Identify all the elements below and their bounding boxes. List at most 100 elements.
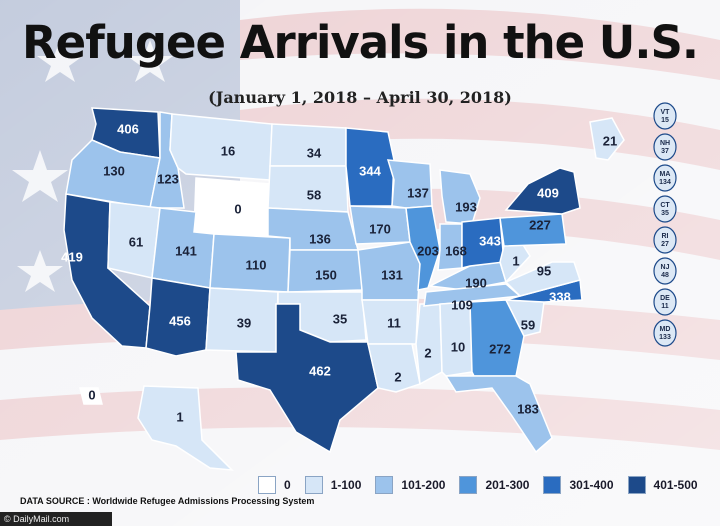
state-value-ga: 272 [489, 341, 511, 356]
ne-value: 134 [659, 179, 671, 186]
legend-item: 1-100 [304, 476, 362, 494]
state-value-wv: 1 [512, 253, 519, 268]
state-value-ny: 409 [537, 185, 559, 200]
ne-abbr: NH [660, 140, 670, 147]
state-value-wa: 406 [117, 121, 139, 136]
state-value-ks: 150 [315, 267, 337, 282]
ne-value: 48 [661, 272, 669, 279]
legend-label: 101-200 [401, 478, 446, 492]
state-value-az: 456 [169, 313, 191, 328]
legend-swatch [375, 476, 394, 494]
state-wv [499, 239, 531, 284]
ne-abbr: MA [660, 171, 671, 178]
labels-layer: 4061304191236116014145611039345813615035… [61, 121, 617, 424]
state-value-mt: 16 [221, 143, 235, 158]
legend-label: 401-500 [653, 478, 698, 492]
state-value-al: 10 [451, 339, 465, 354]
legend-swatch [543, 476, 562, 494]
state-value-hi: 0 [88, 387, 95, 402]
state-ny [504, 167, 581, 215]
legend-item: 301-400 [543, 476, 614, 494]
ne-value: 27 [661, 241, 669, 248]
ne-oval [653, 164, 677, 192]
state-value-nm: 39 [237, 315, 251, 330]
state-value-ak: 1 [176, 409, 183, 424]
data-source: DATA SOURCE : Worldwide Refugee Admissio… [20, 496, 315, 506]
state-value-co: 110 [246, 257, 267, 272]
state-pa [499, 213, 567, 247]
legend-label: 1-100 [330, 478, 362, 492]
state-fl [444, 375, 553, 454]
state-mi [439, 169, 481, 225]
state-value-sc: 59 [521, 317, 535, 332]
state-me [589, 117, 625, 161]
state-tx [235, 303, 379, 454]
state-value-fl: 183 [517, 401, 539, 416]
state-value-mn: 344 [359, 163, 381, 178]
ne-value: 37 [661, 148, 669, 155]
map-title: Refugee Arrivals in the U.S. [22, 16, 699, 69]
state-wy [193, 177, 271, 237]
state-ak [137, 385, 234, 471]
state-value-ms: 2 [424, 345, 431, 360]
legend-item: 401-500 [627, 476, 698, 494]
ne-oval [653, 319, 677, 347]
state-value-in: 168 [445, 243, 467, 258]
state-value-pa: 227 [529, 217, 551, 232]
state-value-mo: 131 [381, 267, 403, 282]
ne-abbr: MD [660, 326, 671, 333]
state-value-mi: 193 [455, 199, 477, 214]
ne-oval [653, 257, 677, 285]
ne-oval [653, 226, 677, 254]
ne-abbr: RI [662, 233, 669, 240]
map-subtitle: (January 1, 2018 – April 30, 2018) [208, 88, 512, 107]
state-wi [386, 159, 433, 209]
state-il [405, 205, 441, 291]
state-hi [79, 387, 103, 405]
state-value-sd: 58 [307, 187, 321, 202]
state-value-id: 123 [157, 171, 179, 186]
state-value-il: 203 [417, 243, 439, 258]
ne-value: 35 [661, 210, 669, 217]
legend-item: 0 [258, 476, 291, 494]
state-value-ia: 170 [369, 221, 391, 236]
state-oh [461, 217, 505, 269]
state-value-tn: 109 [451, 297, 473, 312]
credit-badge: © DailyMail.com [0, 512, 112, 526]
legend-item: 101-200 [375, 476, 445, 494]
ne-abbr: NJ [661, 264, 670, 271]
state-value-wi: 137 [407, 185, 429, 200]
legend-swatch [459, 476, 478, 494]
states-layer [63, 107, 625, 471]
legend-label: 201-300 [485, 478, 530, 492]
state-value-ca: 419 [61, 249, 83, 264]
state-al [439, 301, 473, 377]
state-value-la: 2 [394, 369, 401, 384]
legend-swatch [258, 476, 276, 494]
ne-oval [653, 102, 677, 130]
legend-swatch [304, 476, 323, 494]
ne-oval [653, 195, 677, 223]
legend: 0 1-100 101-200 201-300 301-400 401-500 [258, 473, 712, 497]
ne-value: 11 [661, 303, 669, 310]
state-value-ky: 190 [465, 275, 487, 290]
state-value-nc: 338 [549, 289, 571, 304]
state-value-ut: 141 [175, 243, 197, 258]
ne-abbr: VT [661, 109, 671, 116]
legend-label: 0 [284, 478, 291, 492]
legend-item: 201-300 [459, 476, 529, 494]
ne-value: 15 [661, 117, 669, 124]
ne-oval [653, 133, 677, 161]
state-value-tx: 462 [309, 363, 331, 378]
